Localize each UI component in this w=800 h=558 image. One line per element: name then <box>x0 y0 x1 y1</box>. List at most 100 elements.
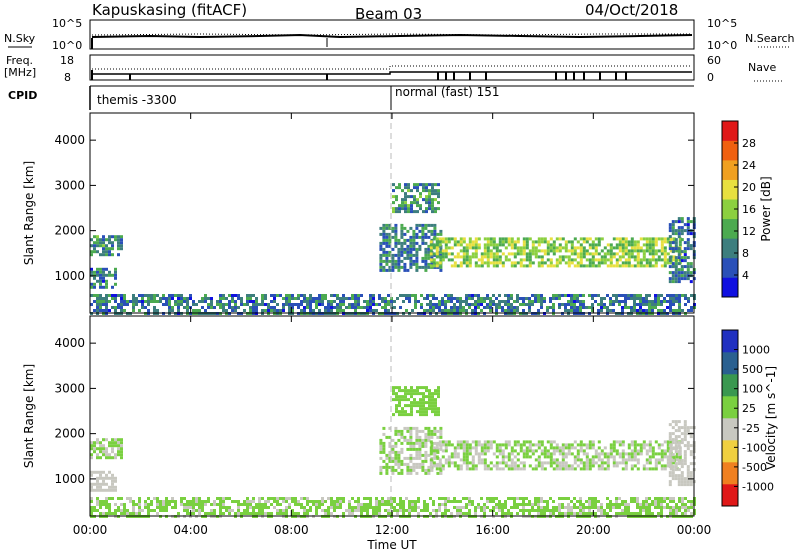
power-echo-cell <box>382 268 386 272</box>
velocity-echo-cell <box>591 458 595 462</box>
power-echo-cell <box>531 246 535 250</box>
power-echo-cell <box>492 237 496 241</box>
power-echo-cell <box>382 232 386 236</box>
power-echo-cell <box>579 237 583 241</box>
power-echo-cell <box>648 261 652 265</box>
power-echo-cell <box>567 264 571 268</box>
power-echo-cell <box>453 297 456 300</box>
power-echo-cell <box>96 273 99 277</box>
power-echo-cell <box>504 255 508 259</box>
velocity-echo-cell <box>99 456 102 460</box>
velocity-echo-cell <box>516 464 520 468</box>
velocity-echo-cell <box>398 398 401 402</box>
velocity-echo-cell <box>668 456 672 460</box>
power-echo-cell <box>395 207 398 211</box>
power-echo-cell <box>639 237 643 241</box>
velocity-echo-cell <box>415 426 419 430</box>
power-echo-cell <box>519 249 523 253</box>
power-echo-cell <box>366 306 369 309</box>
power-echo-cell <box>204 297 207 300</box>
power-echo-cell <box>654 243 658 247</box>
velocity-echo-cell <box>677 441 681 445</box>
velocity-echo-cell <box>391 471 395 475</box>
power-echo-cell <box>507 303 510 306</box>
power-echo-cell <box>425 189 428 193</box>
velocity-echo-region <box>668 420 696 487</box>
power-echo-cell <box>231 294 234 297</box>
power-echo-cell <box>450 294 453 297</box>
power-echo-cell <box>339 300 342 303</box>
velocity-echo-cell <box>375 512 378 515</box>
power-echo-cell <box>222 309 225 312</box>
power-echo-cell <box>324 294 327 297</box>
power-echo-cell <box>621 261 625 265</box>
velocity-echo-cell <box>401 395 404 399</box>
power-echo-cell <box>394 265 398 269</box>
power-echo-cell <box>564 240 568 244</box>
velocity-echo-cell <box>600 503 603 506</box>
velocity-echo-cell <box>114 485 117 489</box>
power-echo-cell <box>645 297 648 300</box>
velocity-echo-cell <box>195 503 198 506</box>
power-echo-cell <box>678 303 681 306</box>
power-echo-cell <box>438 306 441 309</box>
power-echo-cell <box>396 297 399 300</box>
power-echo-cell <box>513 300 516 303</box>
velocity-echo-cell <box>385 465 389 469</box>
power-echo-cell <box>397 241 401 245</box>
power-echo-cell <box>594 264 598 268</box>
velocity-echo-cell <box>397 432 401 436</box>
power-echo-cell <box>498 249 502 253</box>
power-echo-cell <box>668 226 672 230</box>
power-echo-cell <box>618 300 621 303</box>
power-y-tick-label: 1000 <box>54 269 85 283</box>
power-echo-cell <box>397 262 401 266</box>
velocity-echo-cell <box>486 500 489 503</box>
power-echo-cell <box>615 261 619 265</box>
velocity-echo-cell <box>366 503 369 506</box>
velocity-echo-cell <box>597 509 600 512</box>
power-echo-cell <box>90 253 93 257</box>
velocity-echo-cell <box>111 447 114 451</box>
velocity-echo-cell <box>683 459 687 463</box>
power-echo-cell <box>436 232 440 236</box>
power-echo-cell <box>462 255 466 259</box>
power-echo-cell <box>425 210 428 214</box>
power-echo-cell <box>431 183 434 187</box>
velocity-echo-cell <box>360 503 363 506</box>
velocity-echo-cell <box>438 464 442 468</box>
velocity-echo-cell <box>483 443 487 447</box>
velocity-echo-cell <box>627 458 631 462</box>
power-echo-cell <box>492 264 496 268</box>
power-echo-cell <box>108 238 111 242</box>
power-echo-cell <box>177 294 180 297</box>
power-echo-cell <box>357 297 360 300</box>
velocity-echo-cell <box>425 386 428 390</box>
power-echo-cell <box>285 303 288 306</box>
velocity-echo-cell <box>312 503 315 506</box>
power-echo-cell <box>345 306 348 309</box>
velocity-echo-cell <box>549 446 553 450</box>
power-echo-cell <box>510 261 514 265</box>
velocity-echo-cell <box>480 443 484 447</box>
power-echo-cell <box>270 294 273 297</box>
power-echo-cell <box>606 294 609 297</box>
velocity-echo-cell <box>615 464 619 468</box>
velocity-echo-cell <box>267 512 270 515</box>
velocity-echo-cell <box>102 512 105 515</box>
power-echo-cell <box>570 300 573 303</box>
power-echo-cell <box>546 240 550 244</box>
power-echo-cell <box>114 306 117 309</box>
velocity-echo-cell <box>684 506 687 509</box>
power-echo-cell <box>413 186 416 190</box>
velocity-echo-cell <box>285 509 288 512</box>
power-echo-cell <box>674 274 678 278</box>
velocity-echo-cell <box>603 509 606 512</box>
power-echo-cell <box>93 273 96 277</box>
velocity-echo-cell <box>636 461 640 465</box>
power-echo-cell <box>429 240 433 244</box>
velocity-echo-cell <box>102 453 105 457</box>
velocity-echo-cell <box>609 443 613 447</box>
velocity-echo-cell <box>315 503 318 506</box>
velocity-echo-cell <box>207 512 210 515</box>
